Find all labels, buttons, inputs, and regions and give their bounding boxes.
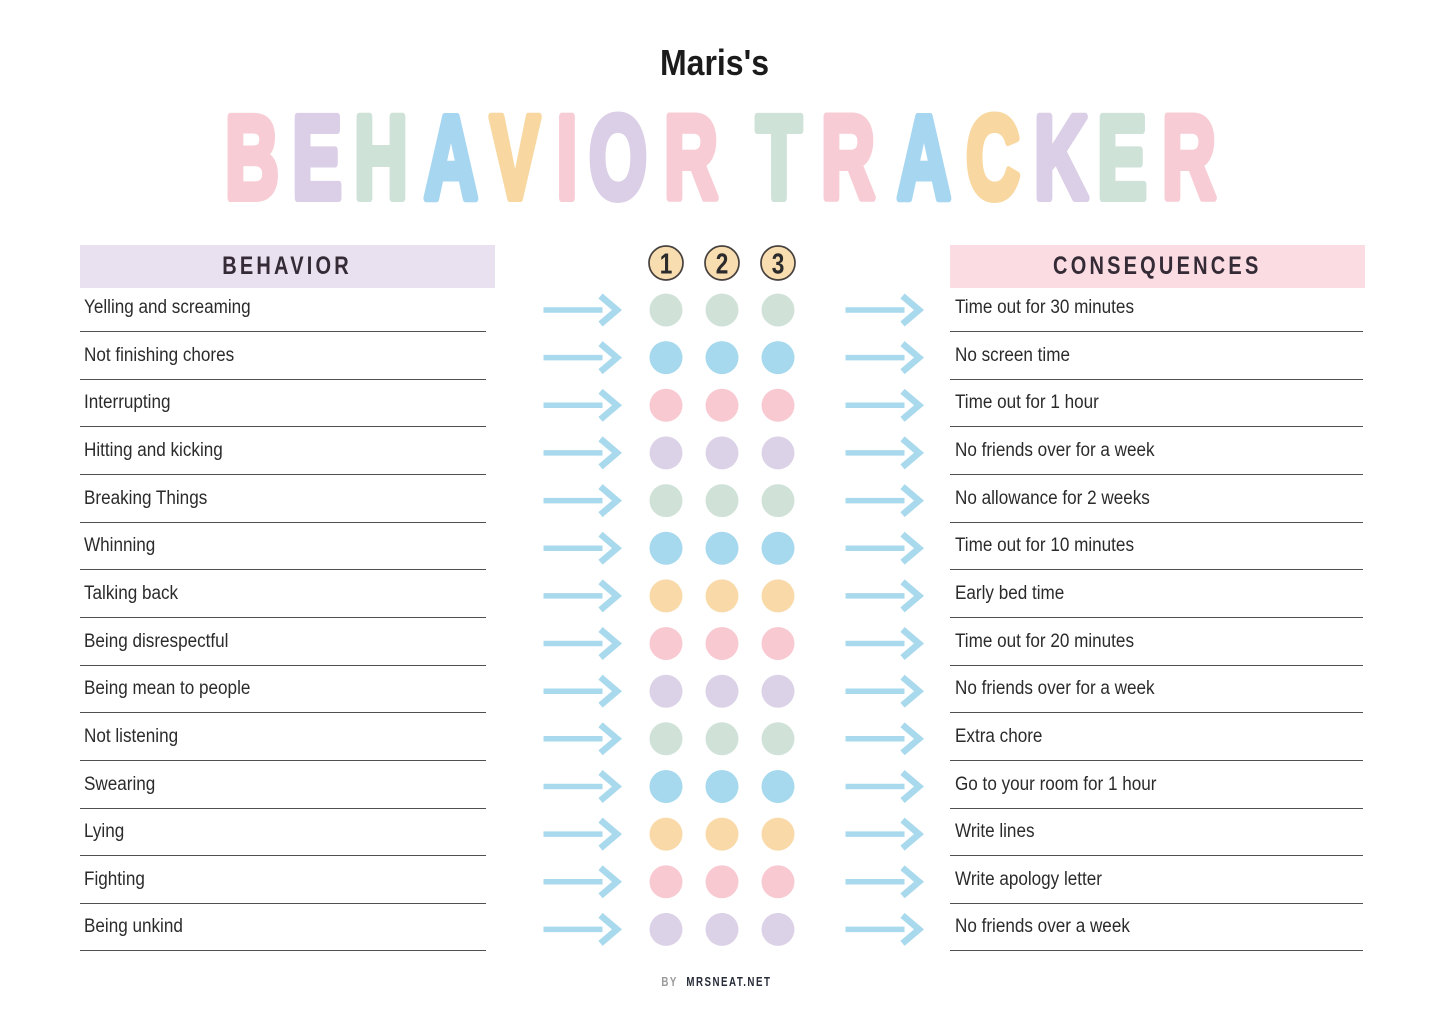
- svg-text:A: A: [424, 92, 478, 224]
- svg-text:3: 3: [772, 247, 785, 280]
- svg-text:O: O: [589, 92, 647, 224]
- svg-text:H: H: [354, 92, 408, 224]
- svg-text:K: K: [1034, 92, 1088, 224]
- svg-text:I: I: [557, 92, 578, 224]
- svg-text:C: C: [966, 92, 1020, 224]
- svg-text:R: R: [664, 92, 718, 224]
- svg-text:T: T: [756, 92, 801, 224]
- svg-text:R: R: [1162, 92, 1216, 224]
- svg-text:E: E: [292, 92, 342, 224]
- svg-text:1: 1: [660, 247, 673, 280]
- svg-text:A: A: [897, 92, 951, 224]
- svg-text:V: V: [490, 92, 540, 224]
- svg-text:R: R: [821, 92, 875, 224]
- svg-text:E: E: [1097, 92, 1147, 224]
- svg-text:B: B: [225, 92, 279, 224]
- svg-text:2: 2: [716, 247, 729, 280]
